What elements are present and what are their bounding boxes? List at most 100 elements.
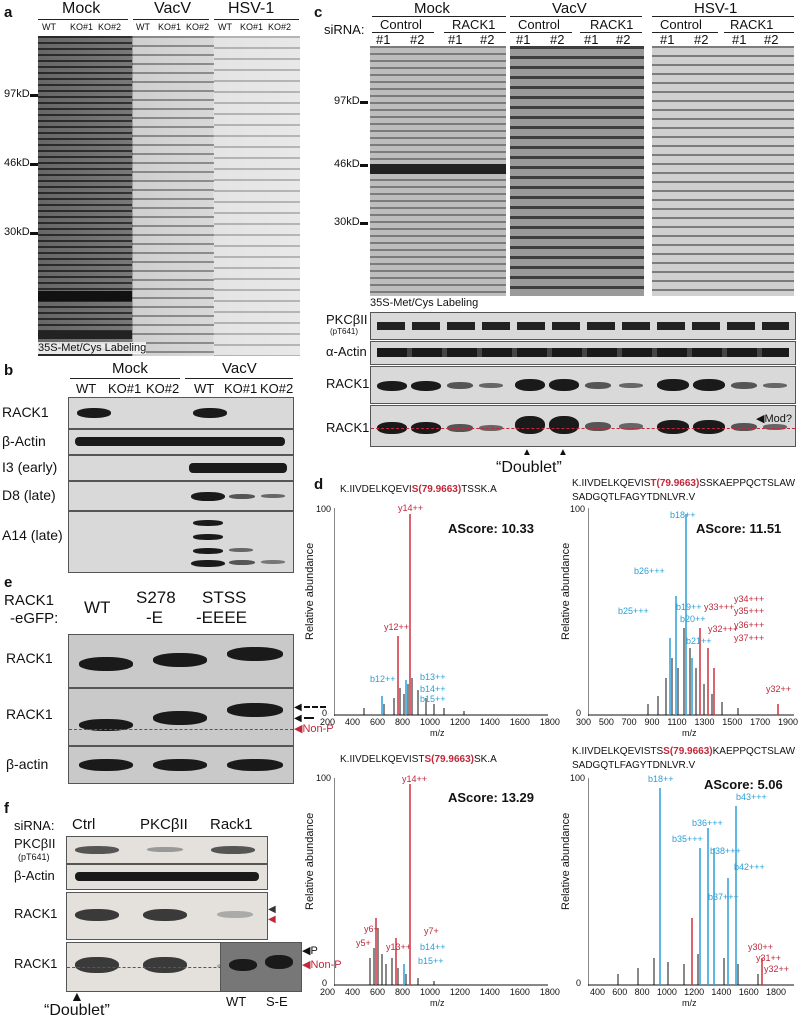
panel-a-lane-7: WT [218, 22, 232, 32]
spectrum-2-ion-b25: b25+++ [618, 606, 649, 616]
panel-e-construct2: -eGFP: [10, 610, 59, 627]
spectrum-3-peptide: K.IIVDELKQEVISTS(79.9663)SK.A [340, 754, 497, 765]
panel-c-blot-pkc [370, 312, 796, 340]
spectrum-4-ion-b35: b35+++ [672, 834, 703, 844]
panel-c-marker-46: 46kD [334, 158, 360, 170]
panel-b-lane-1: WT [76, 381, 97, 396]
spectrum-2-ion-y34: y34+++ [734, 594, 765, 604]
panel-c-row-rack1-a: RACK1 [326, 376, 370, 391]
panel-f-row-rack1-b: RACK1 [14, 956, 58, 971]
panel-f-blot-pkc [66, 836, 268, 864]
panel-a-label: a [4, 4, 13, 21]
panel-b-lane-4: WT [194, 381, 215, 396]
panel-b-group-vacv: VacV [222, 360, 257, 377]
panel-e-lane-s278e: -E [146, 608, 163, 627]
spectrum-3-xticks: 200 400 600 800 1000 1200 1400 1600 1800 [320, 987, 560, 997]
panel-c-sub-4: RACK1 [590, 17, 634, 32]
spectrum-1-ion-b15: b15++ [420, 694, 446, 704]
panel-a-marker-46: 46kD [4, 157, 30, 169]
panel-e-arrow-lower: ◀ [294, 713, 314, 724]
spectrum-2-ion-b19: b19++ [676, 602, 702, 612]
spectrum-2-ion-y36: y36+++ [734, 620, 765, 630]
panel-f-lane-pkc: PKCβII [140, 816, 188, 833]
panel-f-nonp-label: ◀Non-P [302, 959, 342, 971]
spectrum-3-ion-y13: y13++ [386, 942, 412, 952]
spectrum-4-xticks: 400 600 800 1000 1200 1400 1600 1800 [590, 987, 786, 997]
panel-c-marker-97: 97kD [334, 95, 360, 107]
spectrum-2-ion-b20: b20++ [680, 614, 706, 624]
panel-f-arrow-lower: ◀ [268, 914, 276, 925]
panel-c-row-actin: α-Actin [326, 344, 367, 359]
panel-c-lane-9: #1 [660, 32, 675, 47]
panel-b-lane-6: KO#2 [260, 381, 294, 396]
spectrum-2-ion-y32b: y32++ [766, 684, 792, 694]
panel-a-lane-1: WT [42, 22, 56, 32]
panel-a-lane-8: KO#1 [240, 22, 264, 32]
panel-b-blot-rack1 [68, 397, 294, 429]
panel-c-lane-11: #1 [732, 32, 747, 47]
panel-c-mod-label: ◀Mod? [756, 413, 792, 425]
spectrum-2-xlabel: m/z [682, 728, 697, 738]
panel-b-blot-d8 [68, 481, 294, 511]
panel-b-row-rack1: RACK1 [2, 404, 49, 420]
panel-c-lane-12: #2 [764, 32, 779, 47]
panel-e-lane-s278: S278 [136, 588, 176, 607]
spectrum-2-y0: 0 [576, 708, 582, 718]
panel-f-doublet-arrow: ▲ [70, 988, 84, 1004]
panel-a-group-vacv: VacV [154, 0, 192, 17]
panel-e-lane-stss: STSS [202, 588, 247, 607]
spectrum-1-peptide: K.IIVDELKQEVIS(79.9663)TSSK.A [340, 484, 497, 495]
spectrum-3-ascore: AScore: 13.29 [448, 790, 534, 805]
spectrum-3-ion-y14: y14++ [402, 774, 428, 784]
panel-c-lane-1: #1 [376, 32, 391, 47]
panel-b-lane-3: KO#2 [146, 381, 180, 396]
panel-c-caption: 35S-Met/Cys Labeling [370, 297, 479, 309]
spectrum-4-ion-b36: b36+++ [692, 818, 723, 828]
panel-c-doublet: “Doublet” [496, 459, 562, 476]
panel-c-lane-10: #2 [694, 32, 709, 47]
panel-e-arrow-upper: ◀ [294, 702, 326, 713]
panel-a-caption: 35S-Met/Cys Labeling [38, 342, 147, 354]
panel-c-lane-3: #1 [448, 32, 463, 47]
spectrum-4-peptide-line2: SADGQTLFAGYTDNLVR.V [572, 760, 696, 771]
panel-a-gel [38, 36, 300, 356]
panel-b-row-a14: A14 (late) [2, 527, 63, 543]
panel-a-lane-5: KO#1 [158, 22, 182, 32]
spectrum-1-ion-b13: b13++ [420, 672, 446, 682]
spectrum-1-ion-b14: b14++ [420, 684, 446, 694]
panel-e-blot-rack1-b [68, 688, 294, 746]
panel-d-label: d [314, 476, 324, 493]
spectrum-2-ion-y32: y32+++ [708, 624, 739, 634]
panel-e-lane-eeee: -EEEE [196, 608, 248, 627]
panel-c-group-mock: Mock [414, 0, 450, 17]
spectrum-3-ylabel: Relative abundance [304, 812, 316, 910]
panel-c-label: c [314, 4, 323, 21]
panel-c-sub-2: RACK1 [452, 17, 496, 32]
panel-c-gel-vacv [510, 46, 644, 296]
panel-c-blot-rack1-a [370, 366, 796, 404]
panel-f-blot-actin [66, 864, 268, 890]
spectrum-2-peptide-line2: SADGQTLFAGYTDNLVR.V [572, 492, 696, 503]
panel-e-row-rack1-a: RACK1 [6, 650, 53, 666]
spectrum-1-ion-y12: y12++ [384, 622, 410, 632]
panel-b-group-mock: Mock [112, 360, 148, 377]
panel-a-marker-30: 30kD [4, 226, 30, 238]
spectrum-4-ion-b42: b42+++ [734, 862, 765, 872]
spectrum-2-ion-y37: y37+++ [734, 633, 765, 643]
panel-c-sub-5: Control [660, 17, 702, 32]
panel-c-gel-mock [370, 46, 506, 296]
spectrum-3-y100: 100 [316, 773, 332, 783]
panel-a-lane-3: KO#2 [98, 22, 122, 32]
spectrum-3-ion-b15: b15++ [418, 956, 444, 966]
spectrum-2-plot [588, 508, 794, 716]
spectrum-3-xlabel: m/z [430, 998, 445, 1008]
panel-c-sub-3: Control [518, 17, 560, 32]
spectrum-4-xlabel: m/z [682, 998, 697, 1008]
panel-a-lane-2: KO#1 [70, 22, 94, 32]
panel-f-p-label: ◀P [302, 945, 318, 957]
panel-c-sub-6: RACK1 [730, 17, 774, 32]
spectrum-3-plot [334, 778, 548, 986]
spectrum-4-ylabel: Relative abundance [560, 812, 572, 910]
panel-c-lane-4: #2 [480, 32, 495, 47]
spectrum-1-ylabel: Relative abundance [304, 542, 316, 640]
